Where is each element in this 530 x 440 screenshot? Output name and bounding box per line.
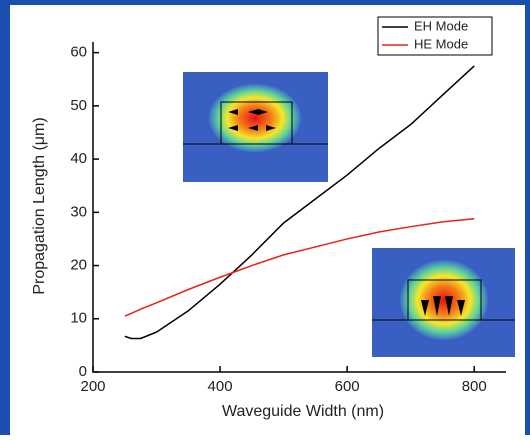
y-tick-label: 40 (70, 150, 87, 167)
legend-box (377, 16, 493, 56)
y-tick-label: 10 (70, 310, 87, 327)
y-tick-label: 20 (70, 257, 87, 274)
series-line (124, 217, 475, 317)
x-axis-label: Waveguide Width (nm) (222, 403, 384, 420)
y-tick-label: 50 (70, 97, 87, 114)
series-line (124, 65, 475, 340)
x-tick-label: 800 (462, 378, 487, 395)
inset-top (183, 72, 328, 182)
y-tick-label: 0 (79, 363, 87, 380)
inset-bottom (372, 248, 515, 357)
x-tick-label: 400 (208, 378, 233, 395)
y-axis-label: Propagation Length (μm) (31, 117, 48, 294)
x-tick-label: 600 (335, 378, 360, 395)
legend-label: HE Mode (414, 36, 468, 51)
legend-label: EH Mode (414, 18, 468, 33)
x-tick-label: 200 (80, 378, 105, 395)
y-tick-label: 30 (70, 203, 87, 220)
background (10, 5, 525, 435)
y-tick-label: 60 (70, 44, 87, 61)
